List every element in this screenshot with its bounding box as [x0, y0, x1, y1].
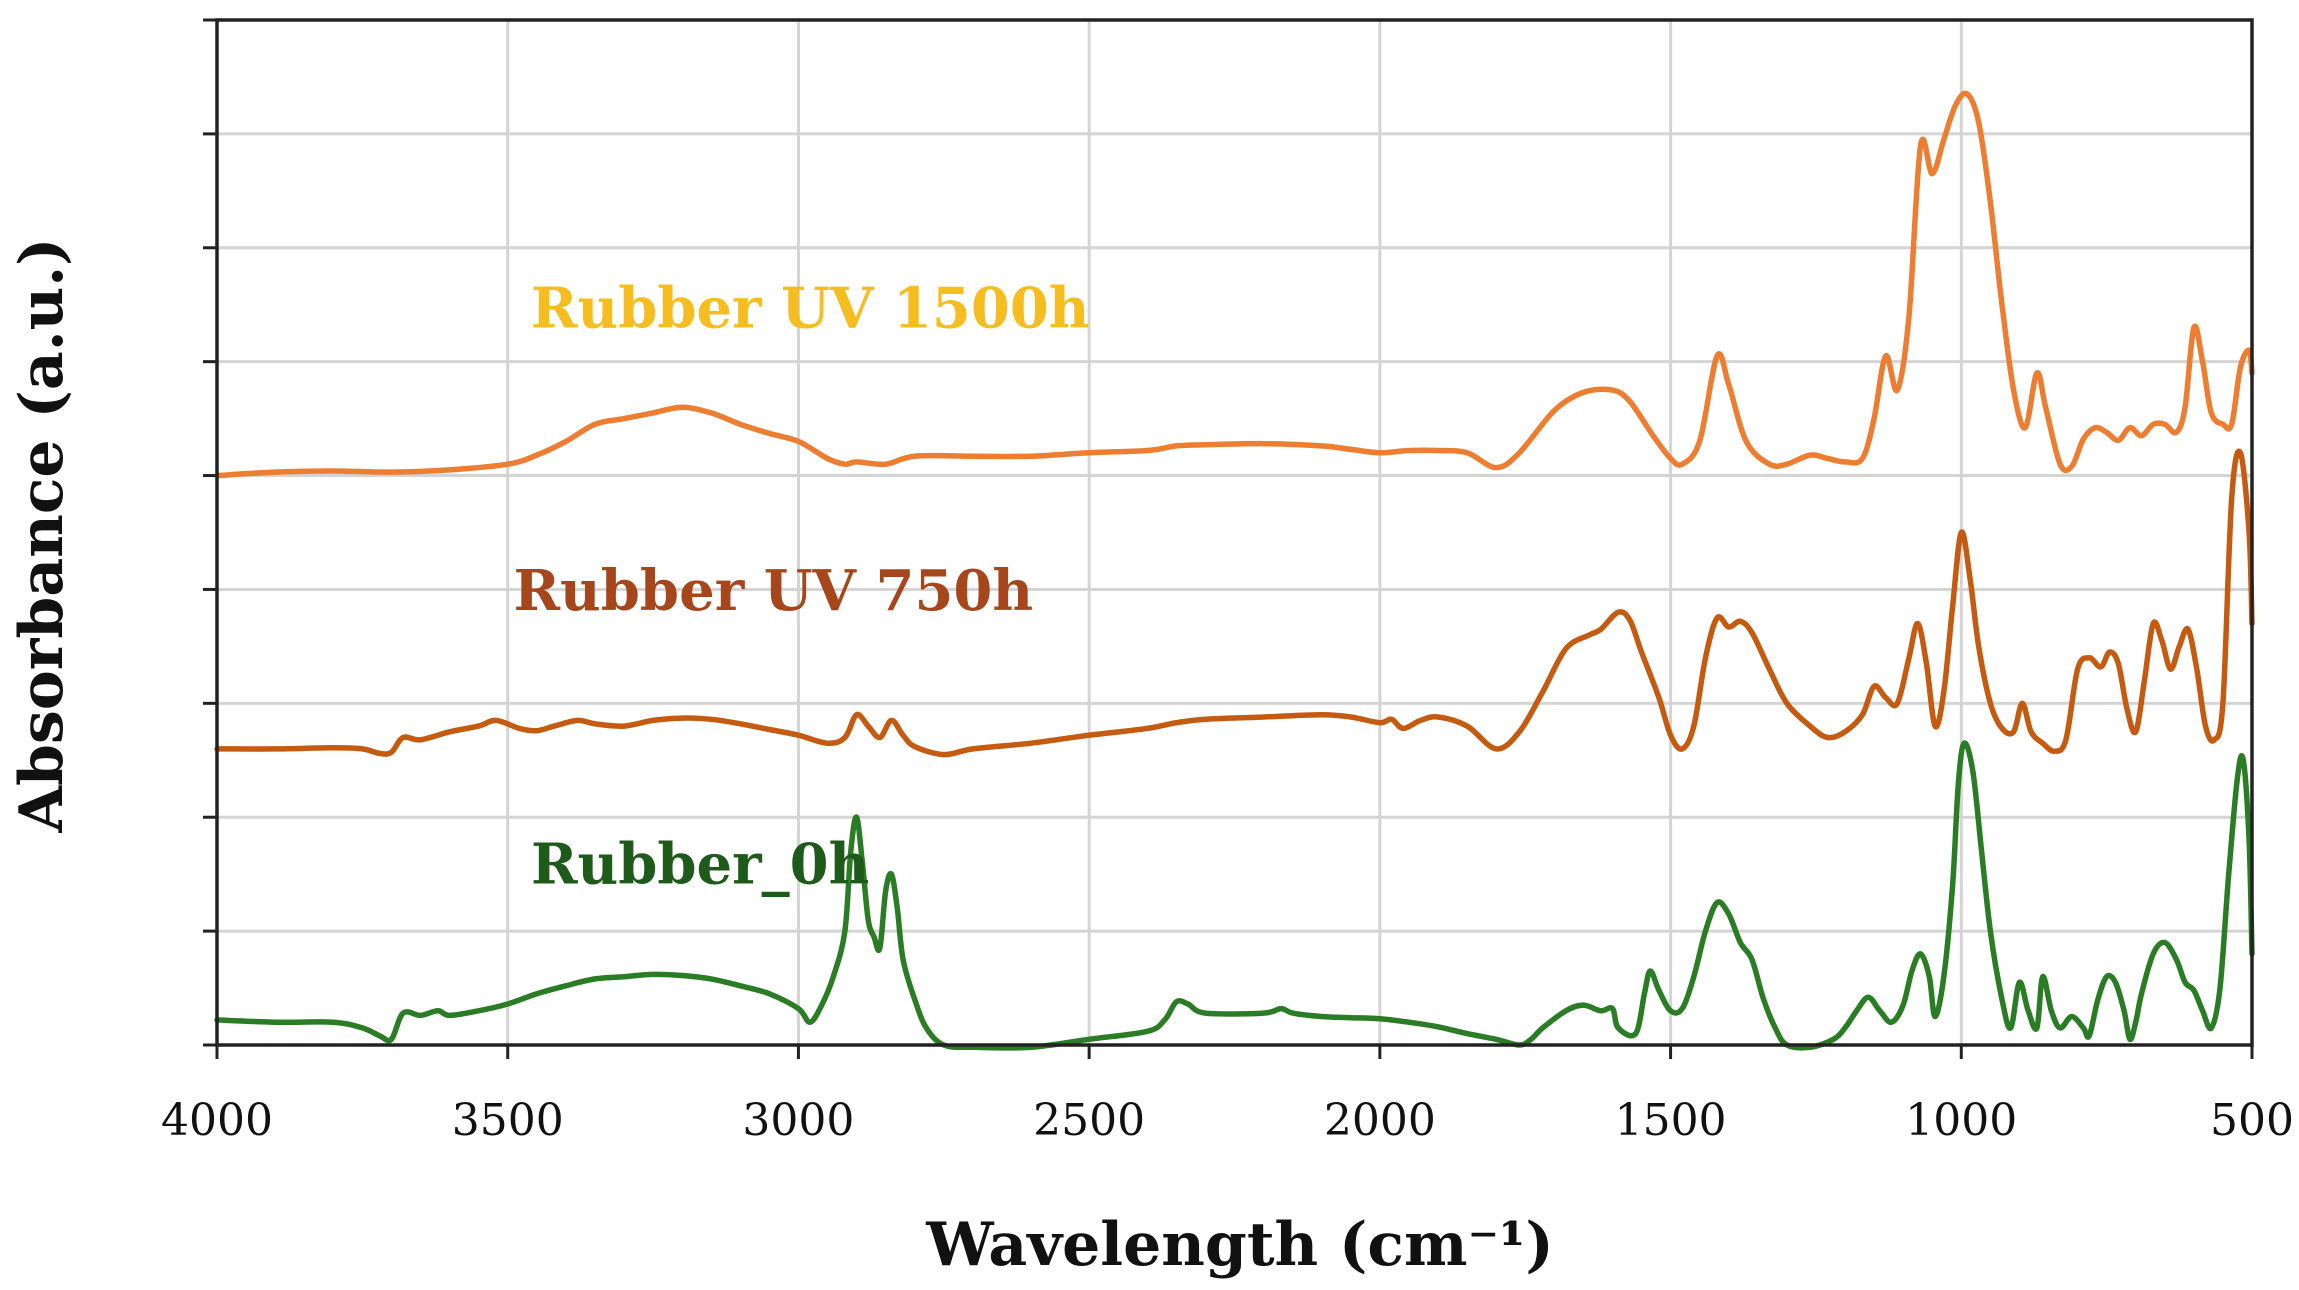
- plot-frame: [215, 18, 2254, 1047]
- x-axis-title: Wavelength (cm⁻¹): [925, 1210, 1554, 1280]
- series-line-rubber-0h: [214, 740, 2255, 1051]
- x-tick-label: 2500: [1033, 1095, 1145, 1146]
- x-tick-label: 3500: [452, 1095, 564, 1146]
- series-label-rubber-0h: Rubber_0h: [531, 831, 869, 897]
- x-tick-labels: 4000 3500 3000 2500 2000 1500 1000 500: [161, 1095, 2294, 1146]
- grid: [217, 20, 2252, 1045]
- series-line-rubber-uv-1500h: [214, 90, 2255, 479]
- series-labels: Rubber UV 1500h Rubber UV 750h Rubber_0h: [514, 276, 1090, 898]
- x-tick-label: 2000: [1324, 1095, 1436, 1146]
- x-tick-label: 4000: [161, 1095, 273, 1146]
- axes: [203, 18, 2254, 1059]
- x-tick-label: 3000: [742, 1095, 854, 1146]
- series-label-rubber-uv-750h: Rubber UV 750h: [514, 558, 1034, 624]
- series-line-rubber-uv-750h: [214, 448, 2255, 758]
- x-tick-label: 500: [2210, 1095, 2294, 1146]
- series-lines: [214, 90, 2255, 1051]
- series-label-rubber-uv-1500h: Rubber UV 1500h: [531, 276, 1090, 342]
- x-tick-label: 1500: [1615, 1095, 1727, 1146]
- x-tick-label: 1000: [1905, 1095, 2017, 1146]
- y-axis-title: Absorbance (a.u.): [7, 237, 77, 833]
